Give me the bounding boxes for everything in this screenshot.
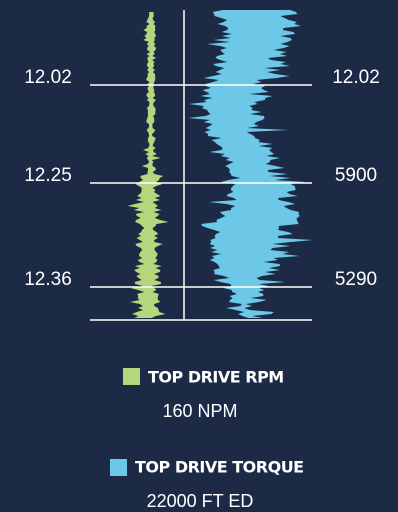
torque-trace (188, 10, 314, 318)
rpm-trace (127, 12, 169, 318)
legend-value: 22000 FT ED (147, 491, 254, 511)
left-label: 12.25 (24, 165, 72, 186)
left-label: 12.36 (24, 269, 72, 290)
right-label: 12.02 (332, 67, 380, 88)
legend-title: TOP DRIVE TORQUE (135, 458, 304, 477)
legend-title: TOP DRIVE RPM (148, 368, 284, 387)
legend-swatch (123, 368, 140, 385)
right-label: 5900 (335, 165, 377, 186)
traces (127, 10, 314, 318)
legend-value: 160 NPM (162, 401, 237, 421)
legend-swatch (110, 459, 127, 476)
left-label: 12.02 (24, 67, 72, 88)
right-label: 5290 (335, 269, 377, 290)
